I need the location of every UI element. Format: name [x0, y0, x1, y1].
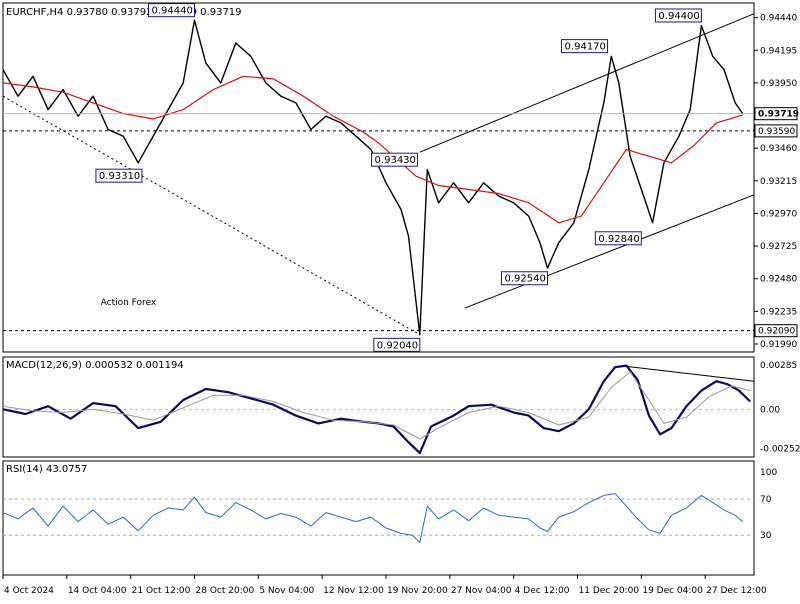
current-price-tag: 0.93719 — [758, 110, 799, 120]
annotation-box — [148, 3, 196, 18]
macd-signal-line — [2, 371, 751, 440]
macd-title: MACD(12,26,9) 0.000532 0.001194 — [6, 360, 184, 371]
price-axis-label: 0.93215 — [760, 177, 797, 187]
annotation-label: 0.93430 — [375, 155, 416, 166]
rsi-title: RSI(14) 43.0757 — [6, 464, 87, 475]
price-axis-label: 0.93950 — [760, 79, 797, 89]
price-line — [2, 19, 744, 336]
price-panel-frame — [2, 2, 755, 353]
price-axis-label: 0.94440 — [760, 14, 797, 24]
annotation-box — [594, 231, 642, 246]
moving-average-line — [2, 75, 743, 224]
annotation-label: 0.94170 — [565, 42, 606, 53]
annotation-box — [373, 337, 421, 352]
price-axis-label: 0.92235 — [760, 307, 797, 317]
level-label-box — [754, 324, 798, 338]
price-axis-label: 0.91990 — [760, 340, 797, 350]
annotation-box — [561, 39, 609, 54]
annotation-label: 0.92040 — [377, 340, 418, 351]
x-axis-label: 11 Dec 20:00 — [579, 586, 640, 596]
x-axis-label: 21 Oct 12:00 — [132, 586, 191, 596]
level-label: 0.93590 — [758, 127, 795, 137]
annotation-box — [95, 168, 143, 183]
price-trendline — [464, 194, 755, 309]
x-axis-label: 5 Nov 04:00 — [259, 586, 314, 596]
macd-trendline — [626, 365, 755, 382]
price-trendline — [2, 95, 421, 336]
price-title: EURCHF,H4 0.93780 0.93792 0.93689 0.9371… — [6, 7, 242, 18]
current-price-tag-box — [754, 107, 798, 121]
x-axis-label: 12 Nov 12:00 — [323, 586, 384, 596]
price-axis-label: 0.92970 — [760, 209, 797, 219]
x-axis-label: 19 Dec 04:00 — [642, 586, 703, 596]
x-axis-label: 14 Oct 04:00 — [68, 586, 127, 596]
price-axis-label: 0.93460 — [760, 144, 797, 154]
annotation-label: 0.93310 — [99, 171, 140, 182]
x-axis-label: 19 Nov 20:00 — [387, 586, 448, 596]
macd-axis-label: 0.00285 — [760, 361, 797, 371]
x-axis-label: 27 Dec 12:00 — [706, 586, 767, 596]
price-trendline — [419, 13, 755, 153]
annotation-label: 0.92840 — [598, 234, 639, 245]
rsi-panel-frame — [2, 460, 755, 576]
annotation-label: 0.94400 — [658, 11, 699, 22]
watermark: Action Forex — [101, 298, 157, 308]
x-axis-label: 4 Dec 12:00 — [515, 586, 570, 596]
annotation-label: 0.92540 — [504, 274, 545, 285]
price-axis-label: 0.92725 — [760, 242, 797, 252]
annotation-box — [371, 152, 419, 167]
macd-panel-frame — [2, 356, 755, 458]
level-label: 0.92090 — [758, 327, 795, 337]
x-axis-label: 28 Oct 20:00 — [196, 586, 255, 596]
rsi-axis-label: 100 — [760, 468, 777, 478]
price-axis-label: 0.92480 — [760, 275, 797, 285]
annotation-label: 0.94440 — [152, 6, 193, 17]
annotation-box — [654, 8, 702, 23]
macd-line — [2, 364, 751, 455]
rsi-line — [2, 493, 744, 543]
x-axis-label: 4 Oct 2024 — [4, 586, 54, 596]
rsi-axis-label: 70 — [760, 495, 772, 505]
price-axis-label: 0.94195 — [760, 46, 797, 56]
annotation-box — [500, 271, 548, 286]
macd-axis-label: 0.00 — [760, 405, 780, 415]
x-axis-label: 27 Nov 04:00 — [451, 586, 512, 596]
level-label-box — [754, 124, 798, 138]
macd-axis-label: -0.002521 — [760, 445, 800, 455]
rsi-axis-label: 30 — [760, 531, 772, 541]
